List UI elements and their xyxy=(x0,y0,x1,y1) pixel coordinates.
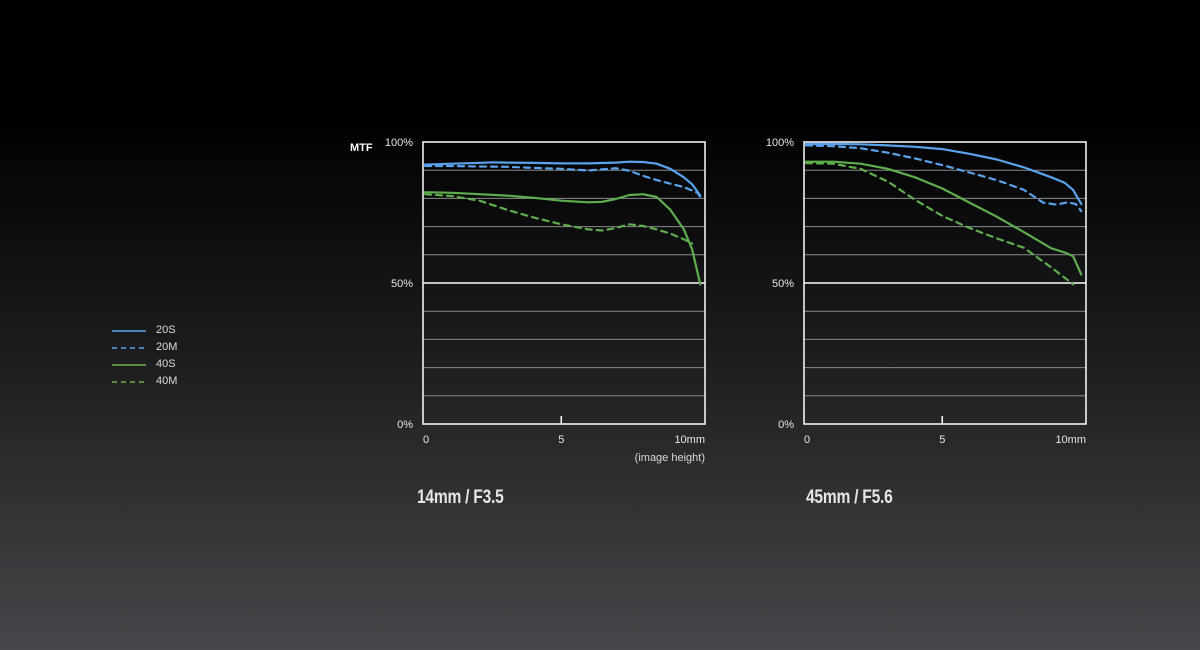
legend-item-20s: 20S xyxy=(112,323,232,340)
y-tick-label: 100% xyxy=(385,137,413,149)
series-line-40m xyxy=(423,193,694,245)
legend-swatch-20s xyxy=(112,330,146,332)
chart-title-45mm: 45mm / F5.6 xyxy=(806,487,893,508)
x-tick-label: 0 xyxy=(804,434,810,446)
y-tick-label: 50% xyxy=(391,278,413,290)
legend-label-40m: 40M xyxy=(156,375,178,387)
legend-swatch-40m xyxy=(112,381,146,383)
y-axis-label: MTF xyxy=(350,142,373,154)
legend: 20S 20M 40S 40M xyxy=(112,323,232,391)
series-line-20s xyxy=(804,142,1083,206)
x-tick-label: 10mm xyxy=(1055,434,1086,446)
chart-0: 0% 50% 100% 0 5 10mm MTF (image height) xyxy=(350,137,706,464)
plot-frame xyxy=(803,141,1087,425)
chart-title-14mm: 14mm / F3.5 xyxy=(417,487,504,508)
x-axis-note: (image height) xyxy=(635,452,705,464)
legend-label-20m: 20M xyxy=(156,341,178,353)
legend-swatch-20m xyxy=(112,347,146,349)
x-tick-label: 5 xyxy=(558,434,564,446)
series-line-40s xyxy=(423,191,702,286)
y-tick-label: 0% xyxy=(397,419,413,431)
y-tick-label: 100% xyxy=(766,137,794,149)
legend-item-40s: 40S xyxy=(112,357,232,374)
legend-swatch-40s xyxy=(112,364,146,366)
series-line-20s xyxy=(423,160,702,197)
chart-1: 0% 50% 100% 0 5 10mm xyxy=(766,137,1087,446)
x-tick-label: 5 xyxy=(939,434,945,446)
series-line-20m xyxy=(423,164,702,199)
series-line-20m xyxy=(804,144,1083,213)
legend-label-20s: 20S xyxy=(156,324,176,336)
x-tick-label: 0 xyxy=(423,434,429,446)
y-tick-label: 50% xyxy=(772,278,794,290)
legend-item-40m: 40M xyxy=(112,374,232,391)
legend-item-20m: 20M xyxy=(112,340,232,357)
plot-frame xyxy=(422,141,706,425)
series-line-40m xyxy=(804,162,1075,286)
series-line-40s xyxy=(804,160,1083,276)
legend-label-40s: 40S xyxy=(156,358,176,370)
x-tick-label: 10mm xyxy=(674,434,705,446)
y-tick-label: 0% xyxy=(778,419,794,431)
